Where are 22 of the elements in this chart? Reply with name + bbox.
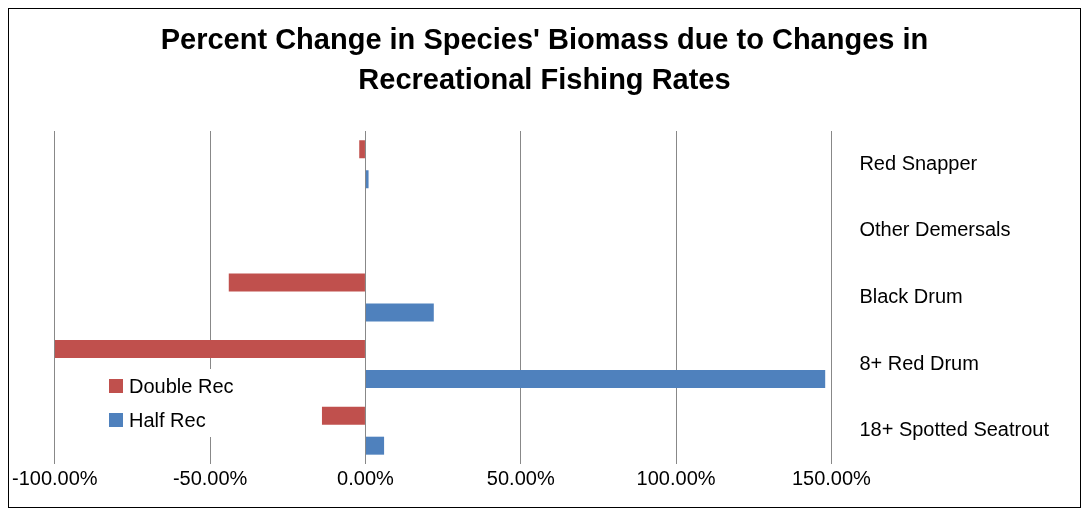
bar	[321, 406, 365, 425]
bar	[365, 170, 369, 189]
legend-label: Half Rec	[129, 408, 206, 432]
y-tick-label: Black Drum	[859, 285, 963, 308]
x-tick-label: 100.00%	[636, 466, 716, 489]
y-tick-label: 8+ Red Drum	[859, 351, 979, 374]
y-tick-label: Red Snapper	[859, 151, 978, 174]
bar	[365, 370, 826, 389]
bar	[365, 303, 434, 322]
x-tick-label: -50.00%	[172, 466, 248, 489]
y-tick-label: 18+ Spotted Seatrout	[859, 418, 1050, 441]
bar	[359, 140, 365, 159]
bar	[228, 273, 365, 292]
x-tick-label: -100.00%	[12, 466, 98, 489]
bar	[365, 436, 385, 455]
chart-title: Percent Change in Species' Biomass due to Changes in Recreational Fishing Rates	[159, 22, 930, 97]
bar	[54, 340, 365, 359]
x-tick-label: 50.00%	[486, 466, 555, 489]
y-tick-label: Other Demersals	[859, 218, 1011, 241]
x-tick-label: 0.00%	[337, 466, 395, 489]
legend-label: Double Rec	[129, 374, 234, 398]
x-tick-label: 150.00%	[791, 466, 872, 489]
